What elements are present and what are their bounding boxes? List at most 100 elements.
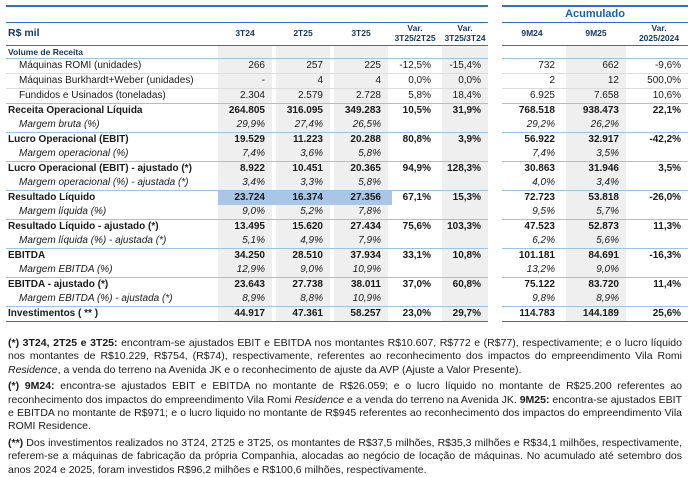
- value-cell: 103,3%: [442, 219, 488, 234]
- column-spacer: [272, 248, 276, 263]
- footnote-paragraph: (*) 3T24, 2T25 e 3T25: encontram-se ajus…: [8, 337, 682, 377]
- value-cell: 257: [276, 59, 330, 74]
- column-spacer: [562, 74, 566, 89]
- value-cell: 16.374: [276, 190, 330, 205]
- value-cell: [392, 205, 438, 219]
- value-cell: 12: [566, 74, 626, 89]
- value-cell: [442, 147, 488, 161]
- value-cell: 4: [276, 74, 330, 89]
- value-cell: 9,0%: [218, 205, 272, 219]
- value-cell: [392, 176, 438, 190]
- footnote-text: (*) 3T24, 2T25 e 3T25:: [8, 337, 118, 349]
- column-spacer: [388, 103, 392, 118]
- value-cell: 8,9%: [218, 292, 272, 306]
- column-spacer: [626, 103, 630, 118]
- value-cell: 27.434: [334, 219, 388, 234]
- column-spacer: [272, 190, 276, 205]
- footnote-text: 9M25:: [519, 393, 550, 406]
- value-cell: 7,4%: [532, 147, 555, 159]
- value-cell: [442, 205, 488, 219]
- value-cell: 72.723: [502, 190, 562, 205]
- column-spacer: [438, 219, 442, 234]
- column-spacer: [388, 23, 392, 46]
- value-cell: 83.720: [566, 277, 626, 292]
- value-cell: [630, 176, 688, 190]
- row-label: Receita Operacional Líquida: [6, 103, 214, 118]
- table-row: Margem bruta (%) 29,9% 27,4% 26,5% 29,2% 26,2…: [6, 118, 688, 132]
- table-header: Acumulado R$ mil 3T24 2T25 3T25 Var. 3T25/2…: [6, 5, 689, 46]
- column-spacer: [214, 161, 218, 176]
- value-cell: 13,2%: [526, 263, 555, 275]
- value-cell: 3,5%: [566, 147, 626, 161]
- value-cell: [442, 118, 488, 132]
- value-cell: 27,4%: [276, 118, 330, 132]
- value-cell: 11,3%: [630, 219, 689, 234]
- column-spacer: [272, 132, 276, 147]
- value-cell: 32.917: [566, 132, 626, 147]
- value-cell: 60,8%: [442, 277, 488, 292]
- footnote-text: , a venda do terreno na Avenida JK e o r…: [57, 363, 522, 376]
- column-spacer: [438, 59, 442, 74]
- group-gap: [488, 248, 502, 263]
- column-spacer: [214, 46, 218, 59]
- table-row: Máquinas Burkhardt+Weber (unidades) -4 4 0,…: [6, 74, 689, 89]
- row-label: Margem líquida (%): [19, 205, 107, 217]
- column-spacer: [330, 74, 334, 89]
- column-spacer: [562, 59, 566, 74]
- column-spacer: [330, 306, 334, 322]
- value-cell: 6,2%: [532, 234, 555, 246]
- column-spacer: [562, 103, 566, 118]
- value-cell: 94,9%: [392, 161, 438, 176]
- group-gap: [488, 23, 502, 46]
- value-cell: [630, 46, 689, 59]
- footnote-text: Residence: [8, 363, 58, 376]
- column-spacer: [330, 190, 334, 205]
- column-spacer: [388, 306, 392, 322]
- value-cell: [502, 46, 562, 59]
- footnote-text: (*) 9M24:: [8, 380, 55, 393]
- value-cell: 26,2%: [566, 118, 626, 132]
- value-cell: 10,6%: [652, 89, 682, 101]
- column-spacer: [330, 277, 334, 292]
- footnote-text: (**): [8, 436, 24, 449]
- value-cell: 10,9%: [334, 263, 388, 277]
- value-cell: 27.738: [276, 277, 330, 292]
- row-label: Lucro Operacional (EBIT): [6, 132, 214, 147]
- value-cell: 3,9%: [442, 132, 488, 147]
- group-gap: [488, 147, 502, 161]
- value-cell: 23.724: [218, 190, 272, 205]
- table-row: Máquinas ROMI (unidades) 266 257 225 -12,5% -…: [6, 59, 689, 74]
- group-gap: [488, 205, 502, 219]
- value-cell: -12,5%: [392, 59, 438, 74]
- value-cell: 28.510: [276, 248, 330, 263]
- column-spacer: [438, 306, 442, 322]
- row-label: Máquinas ROMI (unidades): [6, 59, 214, 74]
- value-cell: [630, 234, 688, 248]
- value-cell: 23,0%: [392, 306, 438, 322]
- value-cell: [392, 46, 438, 59]
- column-spacer: [626, 59, 630, 74]
- value-cell: 38.011: [334, 277, 388, 292]
- column-spacer: [272, 306, 276, 322]
- value-cell: 29,2%: [526, 118, 555, 130]
- value-cell: 938.473: [566, 103, 626, 118]
- value-cell: 7,9%: [334, 234, 388, 248]
- table-row: Lucro Operacional (EBIT) - ajustado (*) 8…: [6, 161, 689, 176]
- row-label: Margem EBITDA (%): [19, 263, 113, 275]
- column-header: 3T24: [218, 23, 272, 46]
- row-label: Lucro Operacional (EBIT) - ajustado (*): [6, 161, 214, 176]
- value-cell: 37,0%: [392, 277, 438, 292]
- column-spacer: [272, 59, 276, 74]
- value-cell: [392, 263, 438, 277]
- column-spacer: [438, 161, 442, 176]
- value-cell: [276, 46, 330, 59]
- value-cell: 12,9%: [218, 263, 272, 277]
- group-gap: [488, 277, 502, 292]
- row-label: Margem líquida (%) - ajustada (*): [19, 234, 167, 246]
- value-cell: 29,7%: [442, 306, 488, 322]
- value-cell: 11.223: [276, 132, 330, 147]
- row-label: Máquinas Burkhardt+Weber (unidades): [6, 74, 214, 89]
- value-cell: [630, 147, 688, 161]
- group-gap: [488, 219, 502, 234]
- group-gap: [488, 59, 502, 74]
